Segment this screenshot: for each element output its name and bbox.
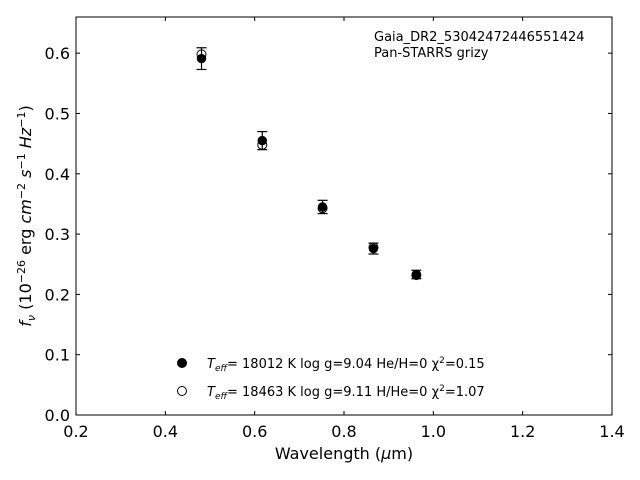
legend-entry-model: Teff= 18463 K log g=9.11 H/He=0 χ2=1.07: [207, 384, 485, 402]
observed-point: [411, 269, 422, 280]
x-tick-label: 1.2: [510, 422, 535, 441]
observed-point: [196, 53, 207, 64]
y-tick-label: 0.3: [45, 225, 70, 244]
survey-annotation: Pan-STARRS grizy: [374, 46, 489, 61]
y-tick-label: 0.1: [45, 346, 70, 365]
x-axis-label: Wavelength (μm): [275, 444, 413, 463]
legend-entry-observed: Teff= 18012 K log g=9.04 He/H=0 χ2=0.15: [207, 356, 485, 374]
legend: Teff= 18012 K log g=9.04 He/H=0 χ2=0.15 …: [177, 356, 485, 402]
x-tick-label: 0.2: [63, 422, 88, 441]
object-annotation: Gaia_DR2_530424724465514​24: [374, 30, 585, 45]
observed-point: [257, 135, 267, 146]
observed-point: [368, 243, 379, 254]
y-tick-label: 0.0: [45, 406, 70, 425]
legend-marker-model: [177, 386, 187, 396]
legend-marker-observed: [177, 358, 187, 368]
x-tick-label: 1.0: [421, 422, 446, 441]
x-tick-label: 0.6: [242, 422, 267, 441]
y-tick-label: 0.2: [45, 285, 70, 304]
x-tick-label: 0.4: [153, 422, 178, 441]
y-tick-label: 0.6: [45, 44, 70, 63]
observed-point: [317, 202, 328, 212]
plot-area: [196, 47, 422, 281]
x-tick-label: 1.4: [599, 422, 624, 441]
y-tick-label: 0.5: [45, 104, 70, 123]
y-axis-label: fν (10−26 erg cm−2 s−1 Hz−1): [15, 105, 38, 326]
y-tick-label: 0.4: [45, 165, 70, 184]
x-tick-label: 0.8: [331, 422, 356, 441]
axis-ticks: 0.2 0.4 0.6 0.8 1.0 1.2 1.4 0.0 0.1 0.2 0.3 0.4 0.5 0…: [45, 17, 625, 441]
